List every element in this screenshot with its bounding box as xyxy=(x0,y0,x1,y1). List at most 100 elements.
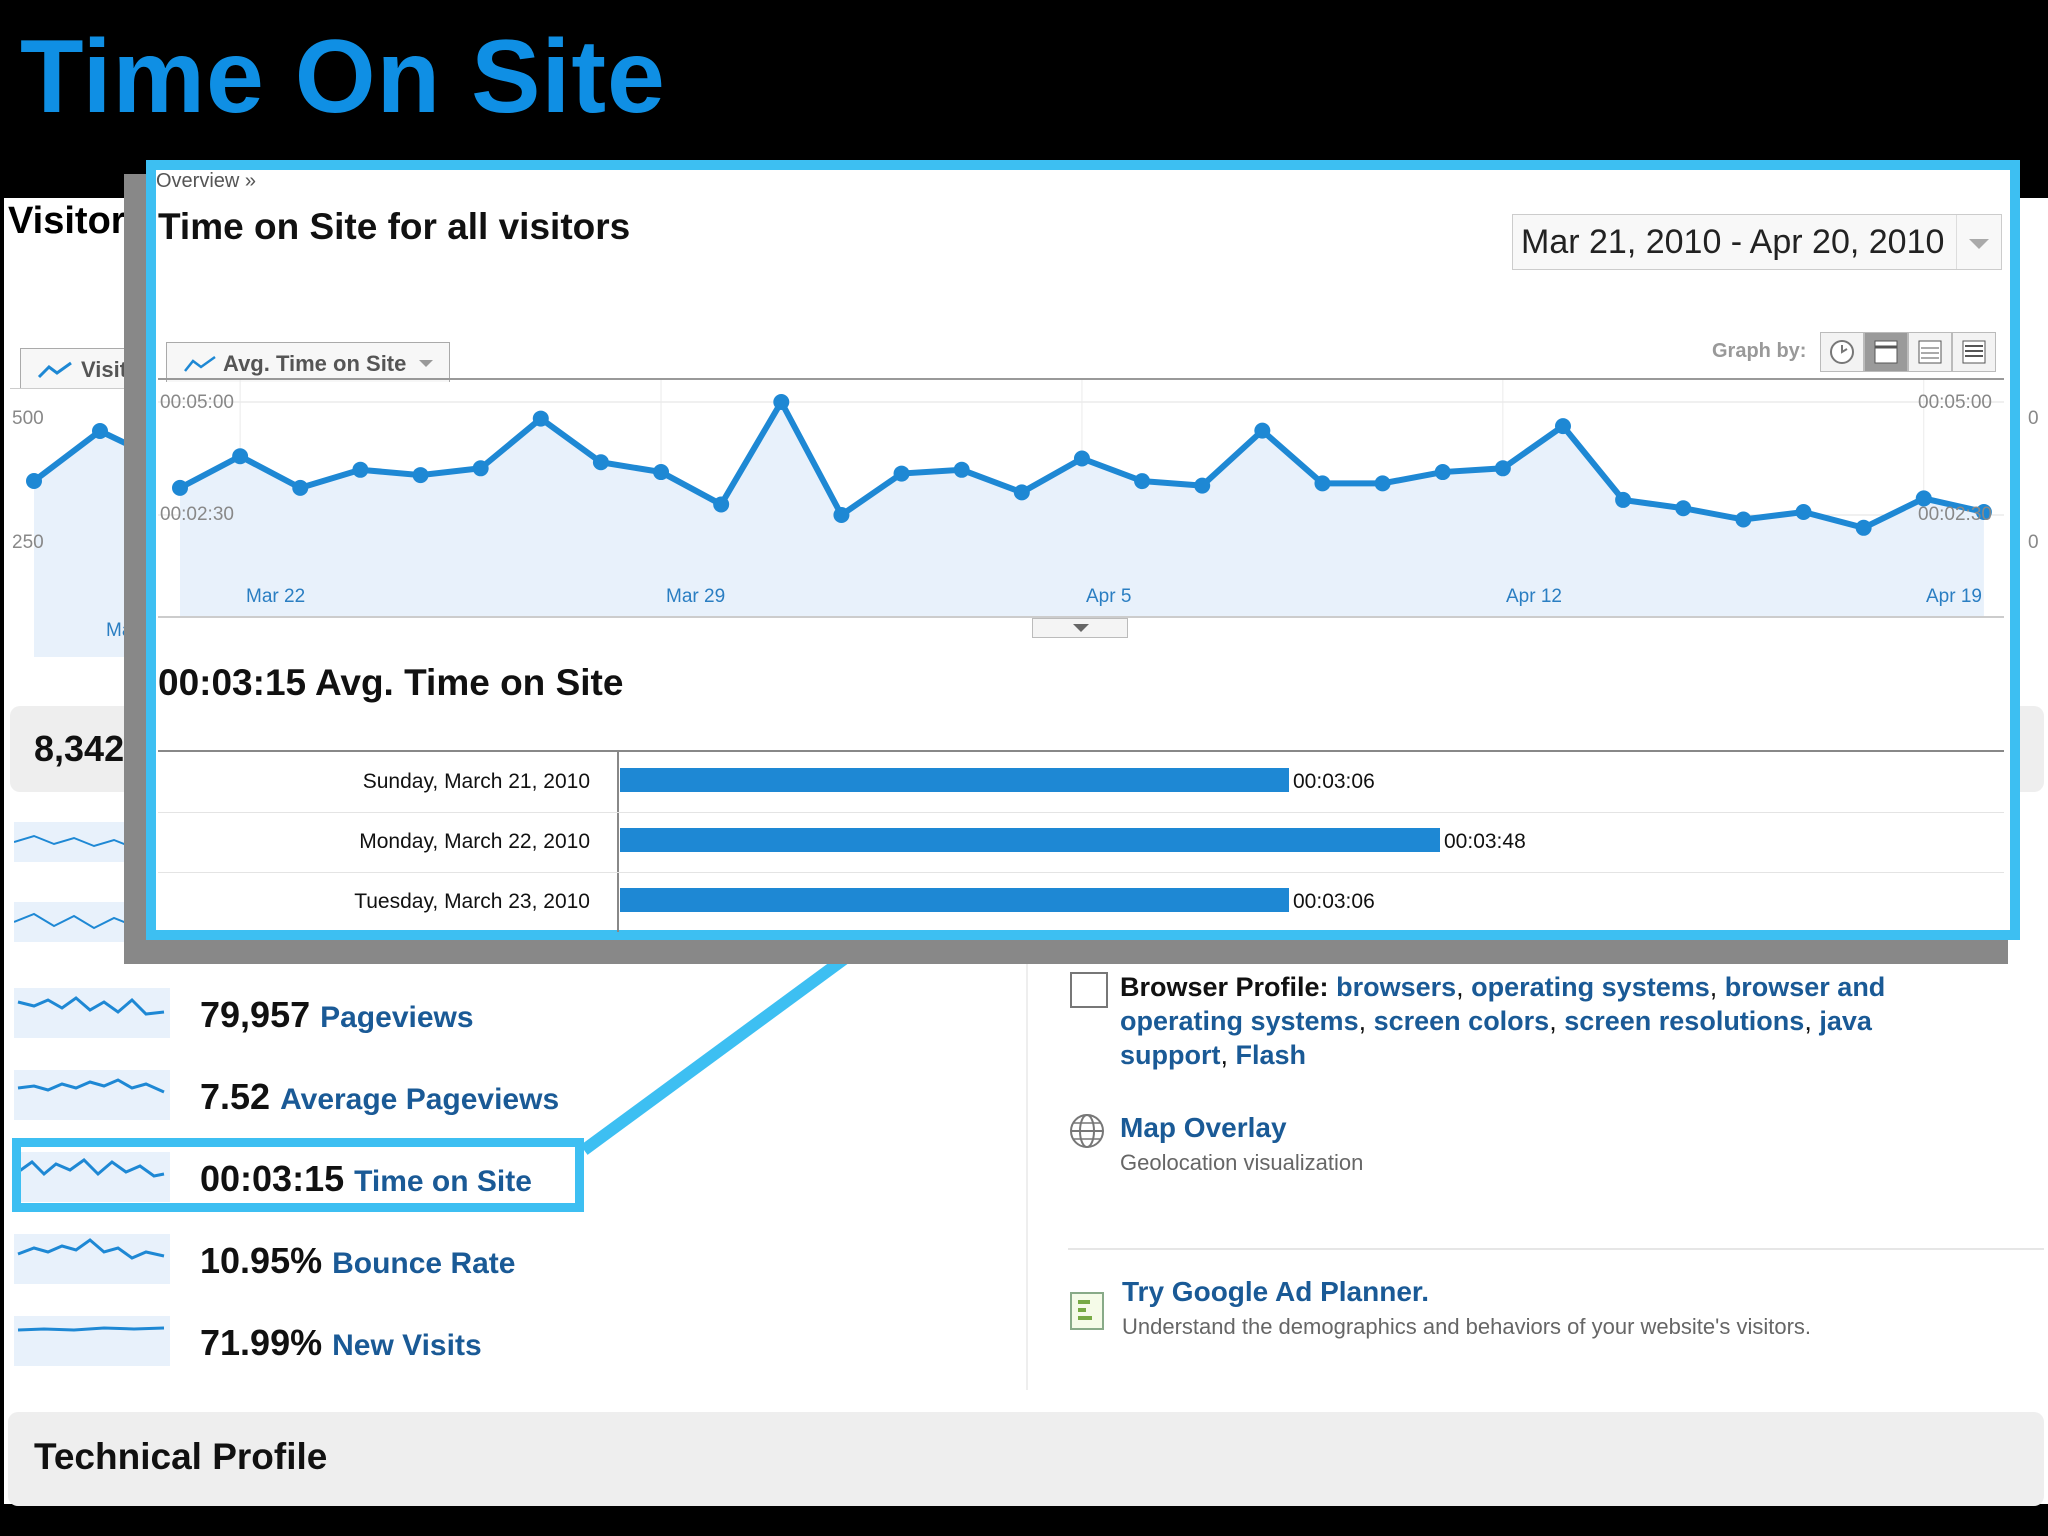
map-overlay-subtitle: Geolocation visualization xyxy=(1120,1150,1364,1175)
data-point xyxy=(1374,475,1391,492)
browser-profile: Browser Profile: browsers, operating sys… xyxy=(1120,972,1886,1070)
data-point xyxy=(713,496,730,513)
table-row-separator xyxy=(158,872,2004,873)
table-row-bar xyxy=(620,768,1289,792)
browser-profile-label: Browser Profile: xyxy=(1120,972,1329,1002)
table-header-line xyxy=(158,750,2004,752)
pageviews-link[interactable]: Pageviews xyxy=(320,1001,474,1034)
map-overlay-link[interactable]: Map Overlay xyxy=(1120,1112,1287,1143)
sparkline xyxy=(14,1234,170,1284)
y-axis-label-right: 00:02:30 xyxy=(1918,504,1992,525)
visitors-right-tick: 0 xyxy=(2028,408,2039,429)
table-row-value: 00:03:06 xyxy=(1293,770,1375,793)
x-axis-label: Apr 19 xyxy=(1926,586,1982,607)
avg-time-summary: 00:03:15 Avg. Time on Site xyxy=(158,662,623,704)
date-range-picker[interactable]: Mar 21, 2010 - Apr 20, 2010 xyxy=(1512,214,2002,270)
data-point xyxy=(1073,450,1090,467)
visitors-ytick: 500 xyxy=(12,408,44,429)
date-range-text: Mar 21, 2010 - Apr 20, 2010 xyxy=(1521,223,1945,261)
data-point xyxy=(1675,500,1692,517)
sparkline xyxy=(14,1152,170,1202)
graph-by-hour-button[interactable] xyxy=(1820,332,1864,372)
series-area xyxy=(180,402,1984,616)
time-on-site-chart xyxy=(158,378,2004,618)
average-pageviews-link[interactable]: Average Pageviews xyxy=(280,1083,560,1116)
y-axis-label-left: 00:02:30 xyxy=(160,504,234,525)
metric-value: 00:03:15 xyxy=(200,1158,345,1199)
calendar-week-icon xyxy=(1918,340,1942,364)
chart-collapse-handle[interactable] xyxy=(1032,618,1128,638)
chevron-down-icon[interactable] xyxy=(419,360,433,367)
visitors-right-tick: 0 xyxy=(2028,532,2039,553)
sparkline xyxy=(14,1070,170,1120)
metric-row-pageviews: 79,957 Pageviews xyxy=(14,988,994,1048)
operating-systems-link[interactable]: operating systems xyxy=(1471,972,1710,1002)
clock-icon xyxy=(1830,340,1854,364)
table-row-value: 00:03:06 xyxy=(1293,890,1375,913)
graph-by-week-button[interactable] xyxy=(1908,332,1952,372)
metric-row-new-visits: 71.99% New Visits xyxy=(14,1316,994,1376)
chevron-down-icon[interactable] xyxy=(1956,215,2001,269)
line-chart-svg xyxy=(158,380,2004,616)
data-point xyxy=(412,467,429,484)
table-row-date: Monday, March 22, 2010 xyxy=(359,830,590,853)
data-point xyxy=(893,465,910,482)
metric-value: 10.95% xyxy=(200,1240,323,1281)
screen-resolutions-link[interactable]: screen resolutions xyxy=(1564,1006,1805,1036)
data-point xyxy=(1554,418,1571,435)
metric-selector-tab[interactable]: Avg. Time on Site xyxy=(166,342,450,382)
avg-time-label: Avg. Time on Site xyxy=(315,662,624,703)
browsers-link[interactable]: browsers xyxy=(1336,972,1457,1002)
graph-by-label: Graph by: xyxy=(1712,340,1807,362)
visitors-summary-value: 8,342 xyxy=(34,728,125,769)
new-visits-link[interactable]: New Visits xyxy=(332,1329,482,1362)
graph-by-month-button[interactable] xyxy=(1952,332,1996,372)
time-on-site-link[interactable]: Time on Site xyxy=(354,1165,532,1198)
data-point xyxy=(1494,460,1511,477)
x-axis-label: Apr 12 xyxy=(1506,586,1562,607)
technical-profile-title: Technical Profile xyxy=(34,1436,328,1477)
data-point xyxy=(1314,475,1331,492)
metric-tab-label: Avg. Time on Site xyxy=(223,351,407,376)
ad-planner-link[interactable]: Try Google Ad Planner. xyxy=(1122,1276,1430,1307)
graph-by-day-button[interactable] xyxy=(1864,332,1908,372)
data-point xyxy=(773,394,790,410)
data-point xyxy=(1975,503,1992,520)
data-point xyxy=(1434,464,1451,481)
data-point xyxy=(292,479,309,496)
metric-value: 71.99% xyxy=(200,1322,323,1363)
java-support-link[interactable]: java support xyxy=(1120,1006,1872,1070)
browser-and-os-link[interactable]: browser and operating systems xyxy=(1120,972,1886,1036)
time-on-site-callout xyxy=(12,1138,584,1212)
x-axis-label: Mar 22 xyxy=(246,586,306,607)
sparkline xyxy=(14,988,170,1038)
slide-title: Time On Site xyxy=(20,19,666,135)
x-axis-label: Apr 5 xyxy=(1086,586,1132,607)
data-point xyxy=(532,410,549,427)
flash-link[interactable]: Flash xyxy=(1235,1040,1307,1070)
data-point xyxy=(1134,473,1151,490)
metric-value: 79,957 xyxy=(200,994,311,1035)
data-point xyxy=(232,448,249,465)
table-row-value: 00:03:48 xyxy=(1444,830,1526,853)
screen-colors-link[interactable]: screen colors xyxy=(1373,1006,1550,1036)
line-chart-icon xyxy=(184,355,216,372)
y-axis-label-right: 00:05:00 xyxy=(1918,392,1992,413)
data-point xyxy=(1915,490,1932,507)
page-title: Time on Site for all visitors xyxy=(158,206,631,247)
visitors-ytick: 250 xyxy=(12,532,44,553)
technical-profile-section xyxy=(8,1412,2044,1506)
data-point xyxy=(653,464,670,481)
table-row-separator xyxy=(158,812,2004,813)
ad-planner-icon xyxy=(1070,1292,1104,1330)
globe-icon xyxy=(1070,1114,1104,1148)
bounce-rate-link[interactable]: Bounce Rate xyxy=(332,1247,516,1280)
table-row-bar xyxy=(620,828,1440,852)
metric-row-average-pageviews: 7.52 Average Pageviews xyxy=(14,1070,994,1130)
data-point xyxy=(352,461,369,478)
table-row-date: Tuesday, March 23, 2010 xyxy=(354,890,590,913)
x-axis-label: Mar 29 xyxy=(666,586,726,607)
breadcrumb[interactable]: Overview » xyxy=(156,170,257,192)
data-point xyxy=(1013,484,1030,501)
